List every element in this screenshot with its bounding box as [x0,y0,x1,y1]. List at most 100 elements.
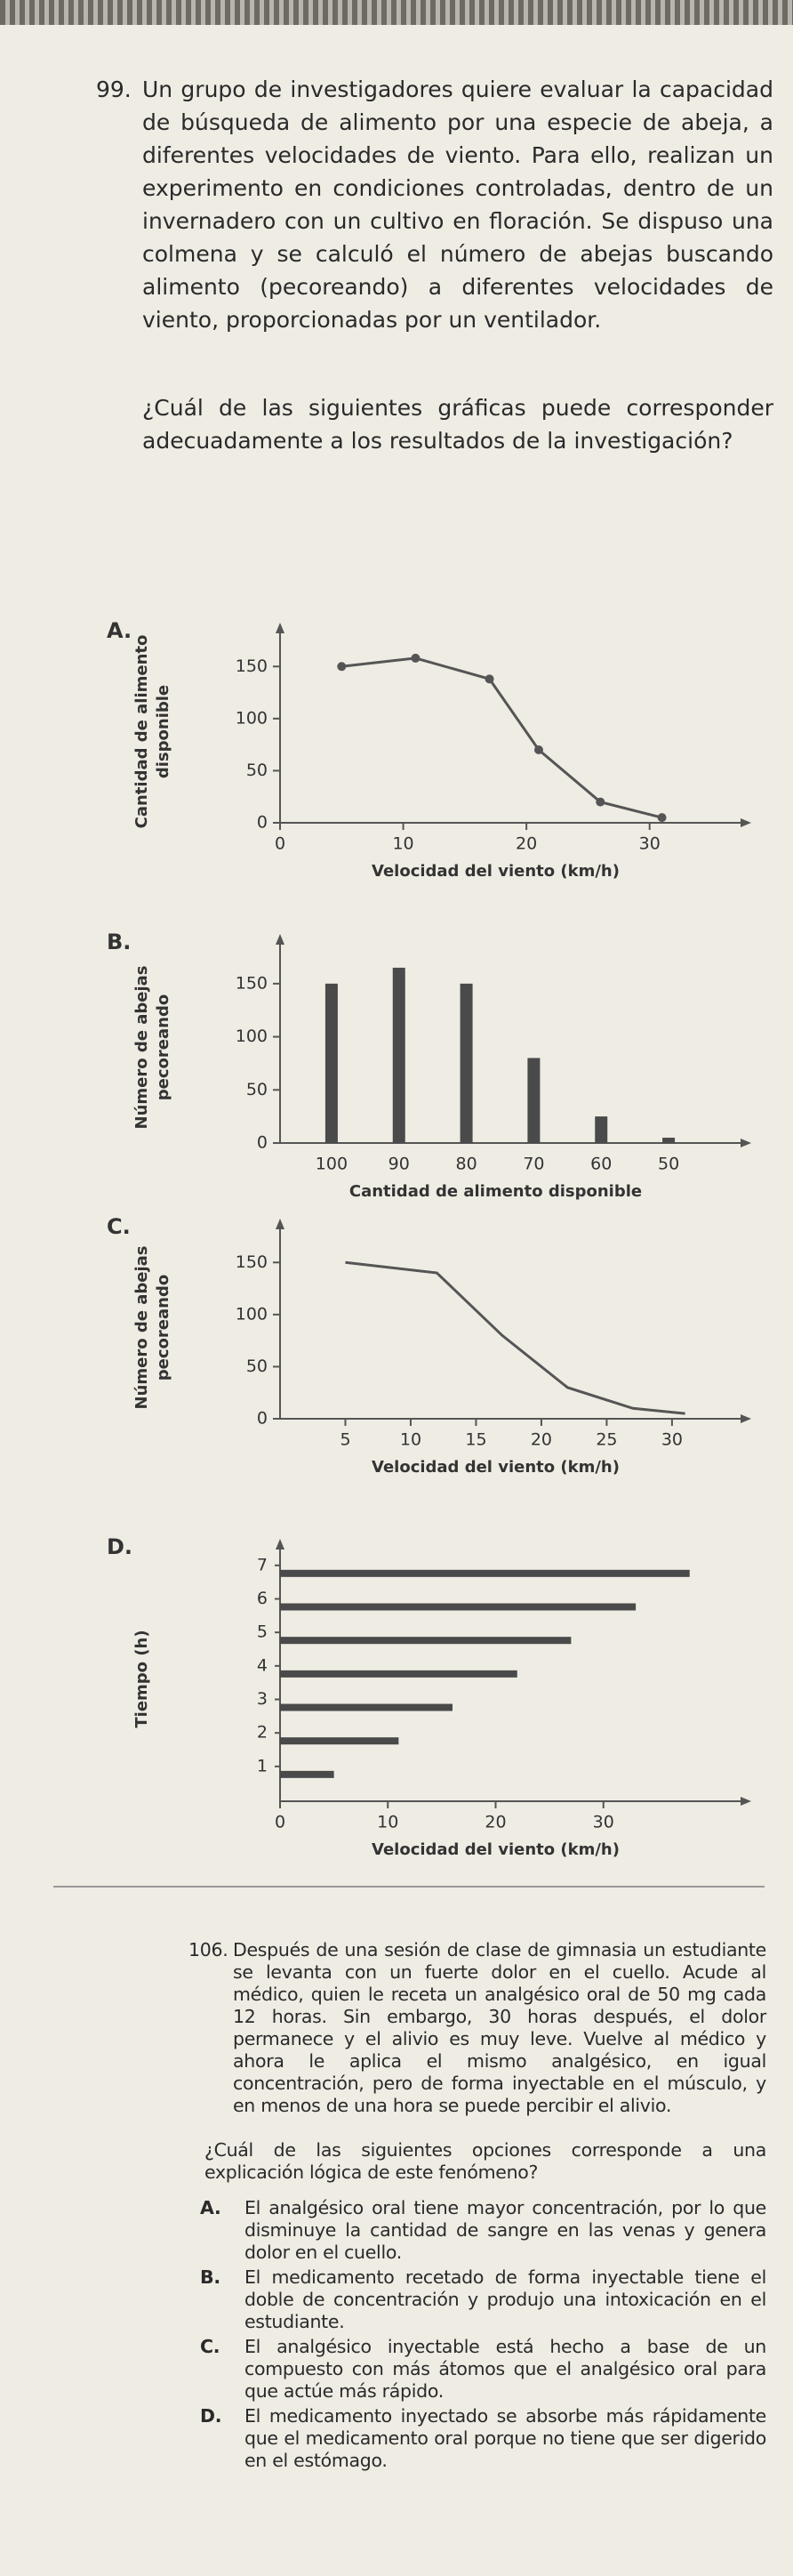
option-label: B. [107,930,131,954]
data-point [337,662,347,672]
question-prompt: ¿Cuál de las siguientes opciones corresp… [204,2139,766,2183]
x-axis-title: Velocidad del viento (km/h) [372,862,620,881]
bar [280,1703,453,1711]
chart: A.Cantidad de alimento disponible Velocida… [107,618,751,881]
x-tick-label: 15 [465,1430,486,1450]
y-tick-label: 0 [257,813,268,833]
x-tick-label: 30 [639,834,661,854]
option: C. El analgésico inyectable está hecho a … [200,2336,766,2403]
x-tick-label: 60 [590,1155,612,1174]
x-tick-label: 90 [388,1155,410,1174]
data-point [485,674,494,684]
option-label: A. [107,618,132,643]
axis-arrow [276,934,284,945]
options: A. El analgésico oral tiene mayor concent… [200,2197,766,2475]
chart: B.Número de abejas pecoreando Cantidad de … [107,930,751,1201]
y-tick-label: 7 [257,1555,268,1574]
x-tick-label: 10 [400,1430,421,1450]
data-line [341,656,662,819]
question-text: Un grupo de investigadores quiere evalua… [142,76,773,333]
separator [53,1886,765,1888]
x-tick-label: 20 [485,1813,506,1832]
x-tick-label: 70 [523,1155,544,1174]
chart: C.Número de abejas pecoreando Velocidad de… [107,1214,751,1477]
y-tick-label: 100 [236,708,268,728]
bar [392,967,405,1143]
y-axis-title: Número de abejas [132,1246,151,1410]
option-text: El medicamento inyectado se absorbe más … [244,2405,766,2471]
bar [324,983,338,1143]
axis-arrow [741,1797,751,1806]
chart: D. Tiempo (h) Velocidad del viento (km/h) 0… [107,1534,751,1859]
bar [280,1737,399,1745]
option-label: D. [107,1534,132,1559]
x-axis-title: Velocidad del viento (km/h) [372,1840,620,1859]
option: D. El medicamento inyectado se absorbe má… [200,2405,766,2472]
axis-arrow [741,1139,751,1147]
data-point [657,813,667,823]
data-line [345,1260,685,1415]
y-tick-label: 1 [257,1756,268,1775]
y-axis-title: Tiempo (h) [132,1630,151,1727]
bar [460,983,473,1143]
bar [280,1603,637,1611]
y-tick-label: 3 [257,1689,268,1709]
question-number: 99. [96,76,132,102]
y-tick-label: 6 [257,1589,268,1608]
x-tick-label: 100 [316,1155,348,1174]
bar [280,1670,517,1678]
y-tick-label: 0 [257,1409,268,1429]
bar [595,1116,608,1143]
option-text: El analgésico oral tiene mayor concentra… [244,2197,766,2263]
x-tick-label: 10 [392,834,413,854]
x-axis-title: Cantidad de alimento disponible [349,1182,642,1201]
y-tick-label: 4 [257,1655,268,1675]
x-tick-label: 0 [275,1813,285,1832]
y-tick-label: 2 [257,1723,268,1743]
x-tick-label: 30 [593,1813,614,1832]
bar [280,1770,334,1778]
y-axis-title: pecoreando [154,994,172,1100]
data-point [411,653,421,663]
x-tick-label: 30 [661,1430,683,1450]
question-prompt: ¿Cuál de las siguientes gráficas puede c… [142,395,773,454]
data-point [534,745,543,754]
axis-arrow [276,623,284,633]
y-axis-title: Cantidad de alimento [132,635,151,829]
y-tick-label: 150 [236,656,268,676]
y-axis-title: pecoreando [154,1275,172,1381]
option-letter: A. [200,2197,221,2218]
y-tick-label: 150 [236,973,268,993]
option-text: El analgésico inyectable está hecho a ba… [244,2336,766,2402]
y-tick-label: 50 [246,1080,268,1099]
x-tick-label: 20 [516,834,537,854]
x-tick-label: 0 [275,834,285,854]
y-tick-label: 100 [236,1026,268,1046]
bar [280,1637,572,1645]
option: B. El medicamento recetado de forma inyec… [200,2266,766,2333]
axis-arrow [276,1219,284,1229]
y-tick-label: 150 [236,1252,268,1272]
bar [280,1569,690,1577]
x-tick-label: 20 [531,1430,552,1450]
x-tick-label: 50 [658,1155,679,1174]
bar [527,1058,541,1143]
bar [662,1138,676,1143]
question-text: Después de una sesión de clase de gimnas… [233,1939,766,2116]
option-letter: D. [200,2405,222,2427]
x-tick-label: 80 [455,1155,477,1174]
x-tick-label: 25 [596,1430,617,1450]
x-tick-label: 10 [377,1813,398,1832]
x-axis-title: Velocidad del viento (km/h) [372,1458,620,1477]
question-number: 106. [188,1939,228,1960]
y-tick-label: 0 [257,1133,268,1153]
y-axis-title: disponible [154,685,172,778]
x-tick-label: 5 [340,1430,350,1450]
option-letter: C. [200,2336,220,2357]
data-point [596,797,605,807]
option-label: C. [107,1214,131,1239]
y-tick-label: 50 [246,1356,268,1376]
y-axis-title: Número de abejas [132,966,151,1130]
option-letter: B. [200,2266,220,2288]
